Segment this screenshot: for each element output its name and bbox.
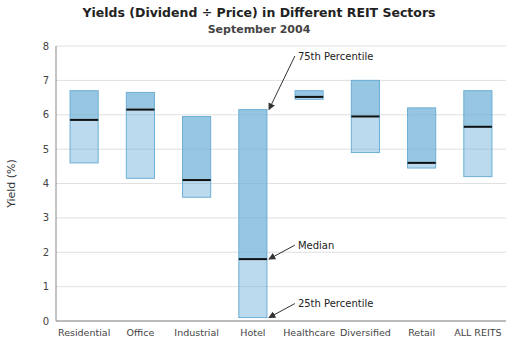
x-tick-label: Diversified bbox=[340, 327, 391, 338]
x-tick-label: Industrial bbox=[174, 327, 219, 338]
y-tick-label: 8 bbox=[43, 41, 49, 52]
y-tick-label: 4 bbox=[43, 178, 49, 189]
median-line bbox=[464, 126, 492, 128]
x-tick-label: ALL REITS bbox=[454, 327, 501, 338]
plot-area bbox=[70, 80, 492, 317]
median-line bbox=[126, 109, 154, 111]
y-tick-label: 1 bbox=[43, 281, 49, 292]
annotation-text: 75th Percentile bbox=[298, 51, 374, 62]
annotation-arrow bbox=[269, 245, 295, 259]
grid bbox=[56, 46, 506, 321]
y-tick-label: 3 bbox=[43, 212, 49, 223]
x-tick-label: Retail bbox=[408, 327, 435, 338]
box bbox=[70, 91, 98, 163]
y-tick-label: 7 bbox=[43, 75, 49, 86]
y-tick-label: 0 bbox=[43, 316, 49, 327]
median-line bbox=[408, 162, 436, 164]
box-lower bbox=[70, 120, 98, 163]
x-tick-label: Hotel bbox=[240, 327, 265, 338]
annotation-arrow bbox=[269, 56, 295, 110]
grid-line bbox=[56, 286, 506, 287]
grid-line bbox=[56, 80, 506, 81]
box-upper bbox=[351, 80, 379, 116]
grid-line bbox=[56, 321, 506, 322]
median-line bbox=[295, 96, 323, 98]
box-lower bbox=[239, 259, 267, 317]
box bbox=[351, 80, 379, 152]
box bbox=[295, 91, 323, 100]
x-tick-label: Residential bbox=[58, 327, 110, 338]
grid-line bbox=[56, 46, 506, 47]
chart-container: Yields (Dividend ÷ Price) in Different R… bbox=[0, 0, 518, 357]
x-tick-label: Healthcare bbox=[283, 327, 335, 338]
box bbox=[408, 108, 436, 168]
box-upper bbox=[464, 91, 492, 127]
box bbox=[464, 91, 492, 177]
box-upper bbox=[70, 91, 98, 120]
box bbox=[183, 116, 211, 197]
x-axis-line bbox=[56, 321, 506, 322]
box-upper bbox=[295, 91, 323, 97]
box-lower bbox=[126, 110, 154, 179]
box-lower bbox=[351, 116, 379, 152]
median-line bbox=[239, 258, 267, 260]
y-tick-label: 6 bbox=[43, 109, 49, 120]
box-upper bbox=[126, 92, 154, 109]
y-axis-line bbox=[56, 46, 57, 321]
box-lower bbox=[464, 127, 492, 177]
title: Yields (Dividend ÷ Price) in Different R… bbox=[81, 5, 435, 20]
y-axis-label: Yield (%) bbox=[5, 159, 18, 209]
grid-line bbox=[56, 149, 506, 150]
grid-line bbox=[56, 114, 506, 115]
box-lower bbox=[295, 97, 323, 99]
grid-line bbox=[56, 217, 506, 218]
y-tick-label: 2 bbox=[43, 247, 49, 258]
annotation-text: 25th Percentile bbox=[298, 298, 374, 309]
box-lower bbox=[408, 163, 436, 168]
median-line bbox=[183, 179, 211, 181]
box-upper bbox=[408, 108, 436, 163]
box-upper bbox=[183, 116, 211, 180]
annotation-text: Median bbox=[298, 240, 334, 251]
box bbox=[126, 92, 154, 178]
box-upper bbox=[239, 110, 267, 260]
median-line bbox=[70, 119, 98, 121]
grid-line bbox=[56, 183, 506, 184]
x-tick-label: Office bbox=[127, 327, 155, 338]
annotations: 75th Percentile Median 25th Percentile bbox=[269, 51, 373, 318]
box-lower bbox=[183, 180, 211, 197]
y-tick-label: 5 bbox=[43, 144, 49, 155]
annotation-arrow bbox=[269, 304, 295, 318]
box bbox=[239, 110, 267, 318]
chart-svg: Yields (Dividend ÷ Price) in Different R… bbox=[0, 0, 518, 357]
subtitle: September 2004 bbox=[208, 23, 311, 36]
median-line bbox=[351, 115, 379, 117]
